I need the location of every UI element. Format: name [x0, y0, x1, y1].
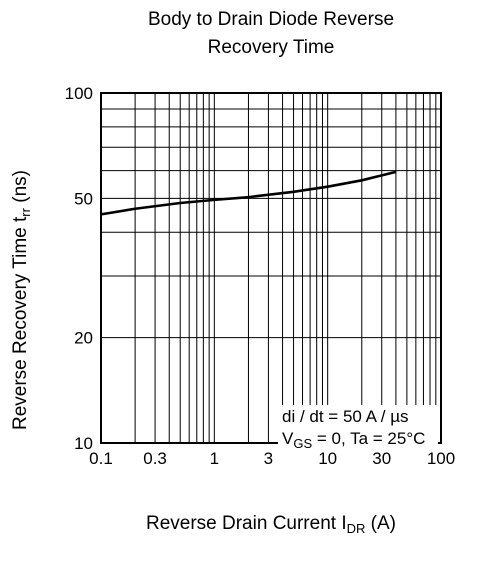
chart-title-line2: Recovery Time	[207, 37, 335, 58]
y-tick-label: 20	[74, 329, 93, 348]
x-tick-label: 3	[264, 449, 273, 468]
x-axis-label: Reverse Drain Current IDR (A)	[101, 513, 441, 535]
y-axis-label-subscript: rr	[18, 208, 33, 217]
y-tick-label: 100	[65, 84, 93, 103]
y-tick-label: 50	[74, 189, 93, 208]
plot-frame	[100, 92, 442, 444]
x-tick-label: 30	[372, 449, 391, 468]
chart-title-line1: Body to Drain Diode Reverse	[147, 9, 395, 30]
x-axis-label-unit: (A)	[365, 513, 396, 534]
annotation-didt: di / dt = 50 A / µs	[282, 407, 409, 427]
x-tick-label: 0.1	[89, 449, 113, 468]
x-tick-label: 100	[427, 449, 455, 468]
annotation-background	[278, 405, 438, 449]
y-tick-label: 10	[74, 434, 93, 453]
annotation-vgs-symbol: V	[282, 429, 294, 448]
x-tick-label: 1	[210, 449, 219, 468]
x-tick-label: 0.3	[143, 449, 167, 468]
x-axis-label-subscript: DR	[346, 521, 366, 536]
x-tick-label: 10	[318, 449, 337, 468]
x-axis-label-text: Reverse Drain Current I	[145, 513, 347, 534]
annotation-vgs-subscript: GS	[293, 436, 313, 451]
annotation-conditions-text: = 0, Ta = 25°C	[312, 429, 426, 448]
annotation-didt-text: di / dt = 50 A / µs	[282, 407, 409, 426]
series-line-0	[100, 170, 397, 216]
y-axis-label-unit: (ns)	[10, 170, 31, 209]
annotation-conditions: VGS = 0, Ta = 25°C	[282, 429, 426, 451]
y-axis-label-text: Reverse Recovery Time t	[10, 216, 31, 430]
